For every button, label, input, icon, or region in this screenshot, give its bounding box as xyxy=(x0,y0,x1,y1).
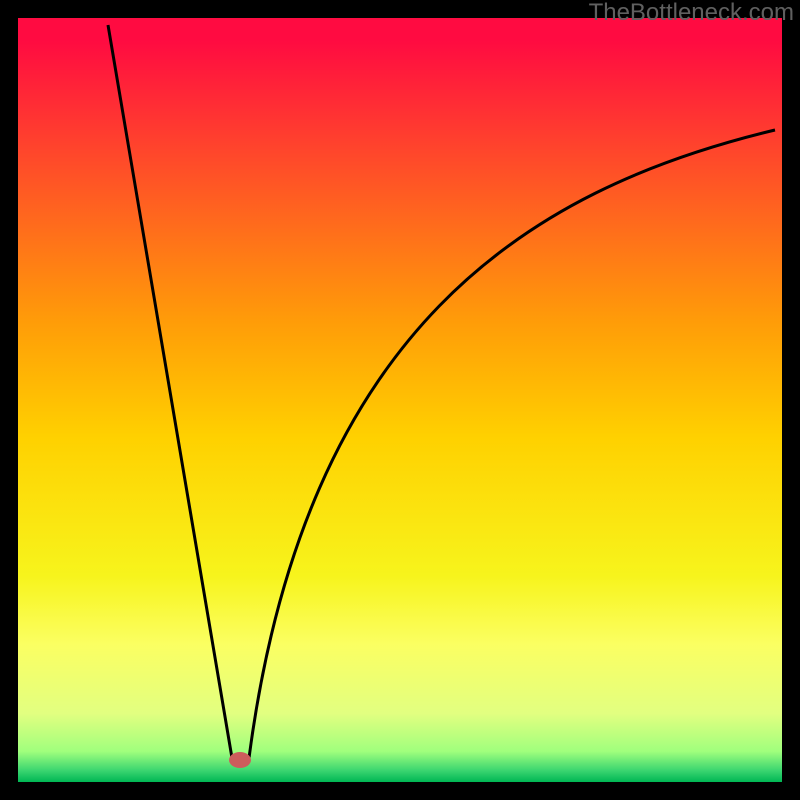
plot-area xyxy=(18,18,782,782)
optimal-point-marker xyxy=(229,752,251,768)
watermark-text: TheBottleneck.com xyxy=(589,0,794,26)
bottleneck-chart: TheBottleneck.com xyxy=(0,0,800,800)
